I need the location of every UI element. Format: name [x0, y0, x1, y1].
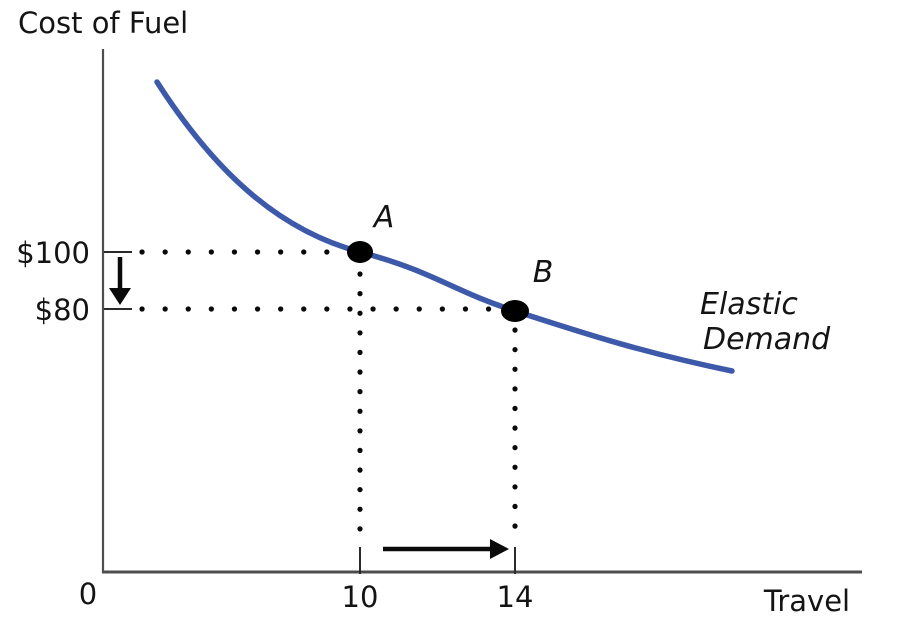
point-a-marker: [347, 241, 373, 263]
y-axis-title: Cost of Fuel: [18, 6, 188, 40]
x-tick-10-label: 10: [342, 580, 379, 614]
origin-label: 0: [79, 577, 97, 611]
curve-label-line2: Demand: [703, 322, 831, 357]
quantity-increase-arrow-icon: [383, 539, 509, 559]
point-b-marker: [501, 300, 529, 322]
point-b-label: B: [533, 255, 554, 290]
y-tick-80-label: $80: [35, 293, 90, 327]
curve-label-line1: Elastic: [700, 287, 798, 322]
price-decrease-arrow-icon: [109, 257, 131, 305]
x-axis-title: Travel: [763, 584, 850, 618]
y-tick-100-label: $100: [16, 236, 90, 270]
demand-curve: [154, 79, 735, 374]
x-tick-14-label: 14: [497, 580, 534, 614]
point-a-label: A: [372, 200, 395, 235]
